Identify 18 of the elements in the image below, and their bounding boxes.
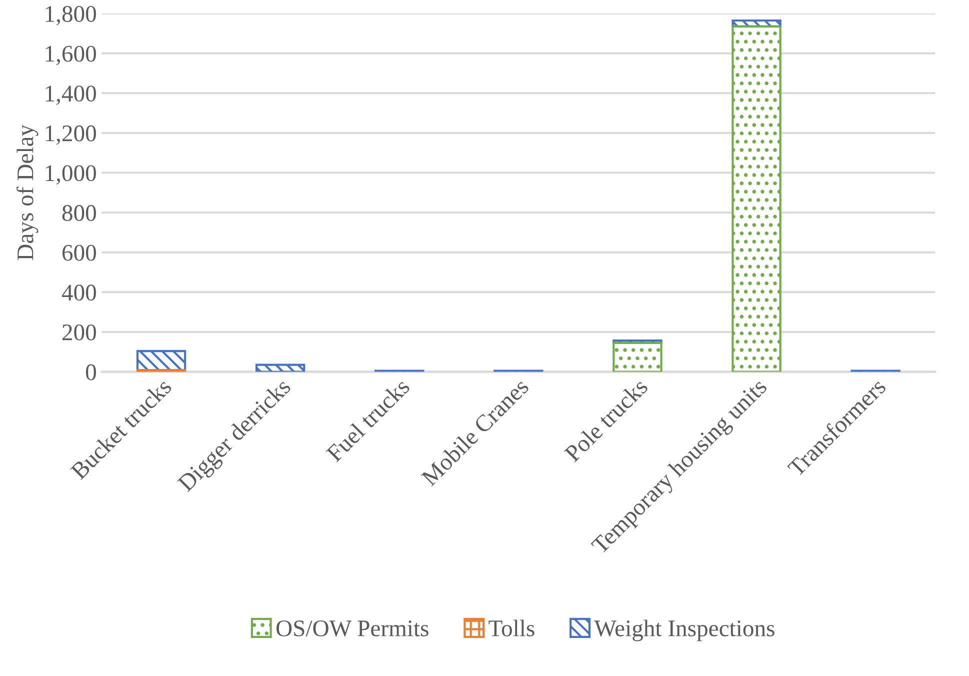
bar <box>255 364 306 372</box>
legend-label: Weight Inspections <box>594 620 774 642</box>
bar <box>136 350 186 372</box>
y-tick-label: 1,000 <box>46 165 96 185</box>
y-tick-label: 1,600 <box>46 46 96 66</box>
bar <box>732 25 782 372</box>
y-tick-label: 1,400 <box>46 86 96 105</box>
legend-label: Tolls <box>488 620 534 636</box>
y-axis-title: Days of Delay <box>16 124 38 260</box>
bar <box>612 342 662 372</box>
y-tick-label: 1,800 <box>46 6 96 26</box>
y-tick-label: 600 <box>62 244 96 261</box>
y-tick-label: 400 <box>62 284 96 301</box>
y-tick-label: 200 <box>62 324 96 340</box>
y-tick-label: 1,200 <box>46 125 96 145</box>
y-tick-label: 800 <box>62 205 96 221</box>
y-tick-label: 0 <box>86 364 96 380</box>
legend-label: OS/OW Permits <box>276 620 428 636</box>
